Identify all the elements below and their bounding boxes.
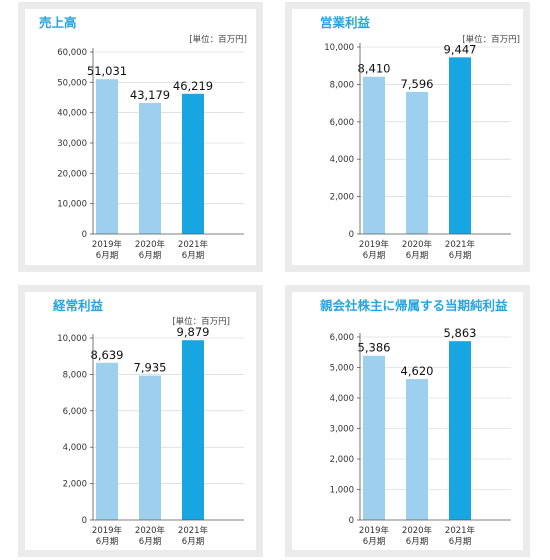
data-label: 4,620 <box>401 364 434 378</box>
bar <box>449 57 471 235</box>
y-tick-label: 10,000 <box>57 334 87 344</box>
data-label: 5,386 <box>358 341 391 355</box>
data-label: 8,410 <box>358 62 391 76</box>
y-tick-label: 10,000 <box>57 200 87 210</box>
ordinary-income-chart: 経常利益 [単位：百万円] 0 2,000 4,000 6,000 8,000 10,000 8… <box>53 298 244 547</box>
y-tick-label: 8,000 <box>63 370 87 380</box>
y-tick-label: 6,000 <box>330 333 354 343</box>
unit-label: [単位：百万円] <box>172 316 230 327</box>
data-label: 46,219 <box>173 79 213 93</box>
y-tick-label: 3,000 <box>330 425 354 435</box>
y-tick-label: 4,000 <box>63 443 87 453</box>
x-tick-label: 6月期 <box>406 251 428 261</box>
x-tick-label: 6月期 <box>363 537 385 547</box>
data-label: 5,863 <box>444 326 477 340</box>
data-label: 7,596 <box>401 77 434 91</box>
bar <box>139 375 161 520</box>
x-tick-label: 6月期 <box>96 251 118 261</box>
x-tick-label: 6月期 <box>182 537 204 547</box>
bar <box>363 76 385 234</box>
bar <box>139 103 161 234</box>
y-tick-label: 2,000 <box>330 193 354 203</box>
bar <box>406 379 428 520</box>
x-tick-label: 6月期 <box>139 537 161 547</box>
y-tick-label: 8,000 <box>330 80 354 90</box>
y-tick-label: 6,000 <box>330 118 354 128</box>
y-tick-label: 2,000 <box>330 455 354 465</box>
net-income-chart: 親会社株主に帰属する当期純利益 0 1,000 2,000 3,000 4,000 5,00… <box>320 298 511 547</box>
y-tick-label: 0 <box>349 230 354 240</box>
x-tick-label: 6月期 <box>139 251 161 261</box>
bar <box>96 362 118 520</box>
x-tick-label: 2019年 <box>92 525 123 536</box>
y-tick-label: 50,000 <box>57 78 87 88</box>
chart-title: 経常利益 <box>53 298 104 313</box>
y-tick-label: 2,000 <box>63 480 87 490</box>
y-tick-label: 0 <box>349 516 354 526</box>
x-tick-label: 6月期 <box>449 251 471 261</box>
chart-title: 売上高 <box>39 15 77 30</box>
data-label: 9,879 <box>177 325 210 339</box>
y-tick-label: 20,000 <box>57 169 87 179</box>
chart-panel-net-income: 親会社株主に帰属する当期純利益 0 1,000 2,000 3,000 4,000 5,00… <box>285 285 530 557</box>
x-tick-label: 6月期 <box>96 537 118 547</box>
x-tick-label: 6月期 <box>182 251 204 261</box>
x-tick-label: 2020年 <box>135 525 166 536</box>
x-tick-label: 2021年 <box>445 239 476 250</box>
y-tick-label: 0 <box>82 516 87 526</box>
x-tick-label: 2019年 <box>92 239 123 250</box>
data-label: 9,447 <box>444 42 477 56</box>
chart-title: 営業利益 <box>320 15 371 30</box>
data-label: 51,031 <box>87 64 127 78</box>
unit-label: [単位：百万円] <box>462 34 520 45</box>
y-tick-label: 5,000 <box>330 364 354 374</box>
y-tick-label: 1,000 <box>330 486 354 496</box>
x-tick-label: 2020年 <box>402 525 433 536</box>
x-tick-label: 2021年 <box>445 525 476 536</box>
bar <box>363 355 385 520</box>
data-label: 43,179 <box>130 88 170 102</box>
x-tick-label: 2019年 <box>359 239 390 250</box>
y-tick-label: 4,000 <box>330 394 354 404</box>
x-tick-label: 6月期 <box>363 251 385 261</box>
y-tick-label: 10,000 <box>324 43 354 53</box>
x-tick-label: 6月期 <box>449 537 471 547</box>
x-tick-label: 2021年 <box>178 525 209 536</box>
y-tick-label: 40,000 <box>57 109 87 119</box>
data-label: 7,935 <box>134 361 167 375</box>
y-tick-label: 30,000 <box>57 139 87 149</box>
bar <box>96 79 118 234</box>
x-tick-label: 2020年 <box>135 239 166 250</box>
x-tick-label: 2021年 <box>178 239 209 250</box>
y-tick-label: 0 <box>82 230 87 240</box>
x-tick-label: 6月期 <box>406 537 428 547</box>
chart-panel-net-sales: 売上高 [単位：百万円] 0 10,000 20,000 30,000 40,000 50,0… <box>18 2 263 272</box>
y-tick-label: 4,000 <box>330 155 354 165</box>
unit-label: [単位：百万円] <box>189 34 247 45</box>
net-sales-chart: 売上高 [単位：百万円] 0 10,000 20,000 30,000 40,000 50,0… <box>39 15 247 261</box>
data-label: 8,639 <box>91 348 124 362</box>
y-tick-label: 60,000 <box>57 48 87 58</box>
chart-panel-ordinary-income: 経常利益 [単位：百万円] 0 2,000 4,000 6,000 8,000 10,000 8… <box>18 285 263 557</box>
operating-income-chart: 営業利益 [単位：百万円] 0 2,000 4,000 6,000 8,000 10,000 8… <box>320 15 520 261</box>
chart-panel-operating-income: 営業利益 [単位：百万円] 0 2,000 4,000 6,000 8,000 10,000 8… <box>285 2 530 272</box>
bar <box>182 93 204 234</box>
x-tick-label: 2019年 <box>359 525 390 536</box>
bar <box>182 340 204 520</box>
y-tick-label: 6,000 <box>63 407 87 417</box>
bar <box>449 341 471 520</box>
x-tick-label: 2020年 <box>402 239 433 250</box>
bar <box>406 91 428 234</box>
chart-title: 親会社株主に帰属する当期純利益 <box>320 298 508 313</box>
